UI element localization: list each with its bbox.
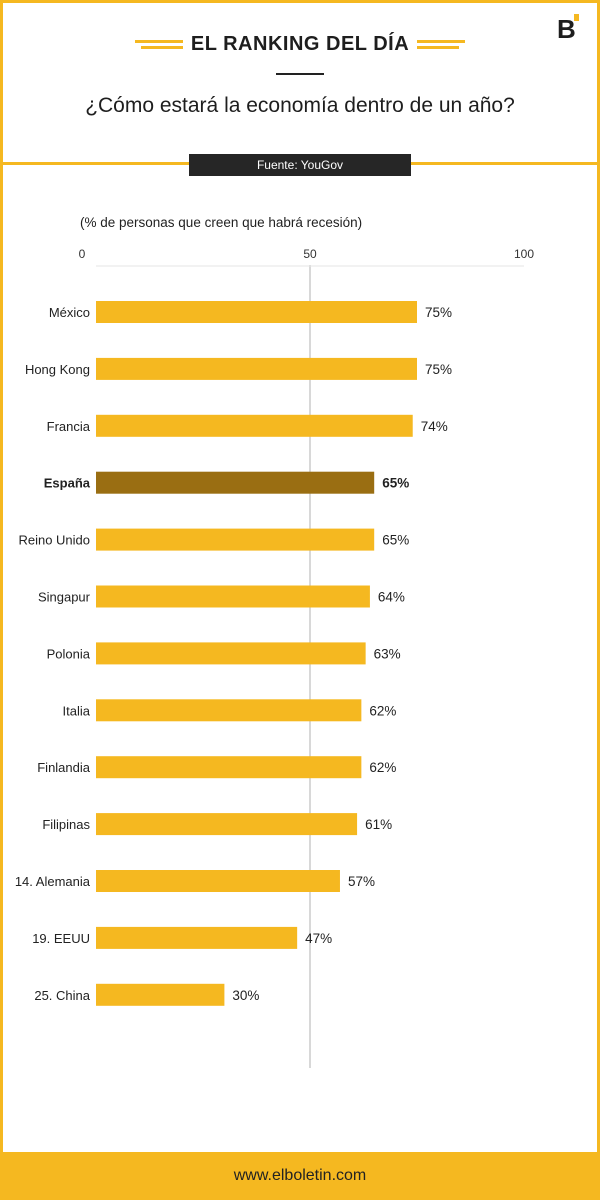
title-divider xyxy=(276,73,324,75)
category-label: Filipinas xyxy=(42,817,90,832)
value-label: 63% xyxy=(374,646,401,661)
value-label: 64% xyxy=(378,590,405,605)
bar xyxy=(96,756,362,779)
bar xyxy=(96,471,375,494)
x-tick-label: 50 xyxy=(303,247,317,261)
bar xyxy=(96,699,362,722)
bar-chart: 0 50 100 México 75% Hong Kong 75% Francia 74% Esp… xyxy=(15,247,534,1068)
x-tick-label: 100 xyxy=(514,247,534,261)
source-badge: Fuente: YouGov xyxy=(189,154,411,176)
value-label: 62% xyxy=(369,760,396,775)
value-label: 61% xyxy=(365,817,392,832)
bar xyxy=(96,926,298,949)
value-label: 47% xyxy=(305,931,332,946)
category-label: 25. China xyxy=(34,988,90,1003)
bar xyxy=(96,301,417,323)
kicker-stripes-left xyxy=(134,40,183,49)
category-label: 19. EEUU xyxy=(32,931,90,946)
bar xyxy=(96,414,413,437)
bar xyxy=(96,357,417,380)
kicker: EL RANKING DEL DÍA xyxy=(0,30,600,56)
page-title: ¿Cómo estará la economía dentro de un añ… xyxy=(85,94,515,117)
value-label: 62% xyxy=(369,703,396,718)
category-label: Finlandia xyxy=(37,760,91,775)
value-label: 75% xyxy=(425,362,452,377)
bar xyxy=(96,585,370,608)
category-label: 14. Alemania xyxy=(15,874,91,889)
bar xyxy=(96,870,340,892)
value-label: 65% xyxy=(382,476,409,491)
bar xyxy=(96,528,375,551)
category-label: Italia xyxy=(63,703,91,718)
chart-subtitle: (% de personas que creen que habrá reces… xyxy=(80,215,363,230)
bar xyxy=(96,813,358,836)
category-label: Singapur xyxy=(38,590,91,605)
x-tick-label: 0 xyxy=(79,247,86,261)
value-label: 57% xyxy=(348,874,375,889)
category-label: Francia xyxy=(47,419,91,434)
value-label: 30% xyxy=(232,988,259,1003)
bar xyxy=(96,642,366,665)
bar xyxy=(96,983,225,1006)
value-label: 74% xyxy=(421,419,448,434)
b-logo-icon[interactable]: B xyxy=(557,14,581,44)
value-label: 75% xyxy=(425,305,452,320)
svg-text:B: B xyxy=(557,14,576,42)
category-label: Reino Unido xyxy=(18,533,90,548)
kicker-stripes-right xyxy=(417,40,466,49)
category-label: México xyxy=(49,305,90,320)
kicker-text: EL RANKING DEL DÍA xyxy=(190,33,410,55)
value-label: 65% xyxy=(382,533,409,548)
category-label: Polonia xyxy=(47,646,91,661)
footer-url[interactable]: www.elboletin.com xyxy=(0,1152,600,1200)
category-label: España xyxy=(44,476,91,491)
category-label: Hong Kong xyxy=(25,362,90,377)
